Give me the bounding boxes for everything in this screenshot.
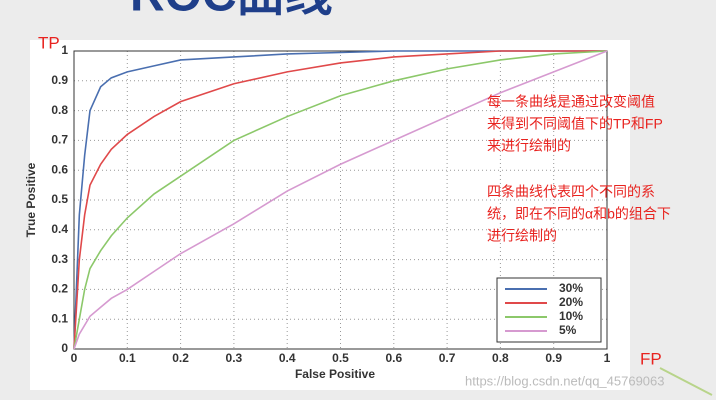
annotation: 统，即在不同的α和b的组合下 (487, 206, 671, 222)
x-tick-label: 0.1 (119, 351, 136, 365)
roc-line (73, 50, 608, 350)
arrow (659, 367, 713, 396)
roc-line (73, 50, 607, 350)
y-tick-label: 0 (61, 341, 68, 355)
roc-line (73, 50, 607, 350)
plot-frame (73, 50, 608, 350)
legend-label: 10% (559, 309, 583, 323)
roc-line (73, 50, 608, 350)
legend-label: 5% (559, 323, 577, 337)
legend-label: 20% (559, 295, 583, 309)
y-tick-label: 0.5 (51, 192, 68, 206)
y-tick-label: 1 (61, 43, 68, 57)
x-marker: FP (640, 349, 662, 368)
x-tick-label: 0.5 (332, 351, 349, 365)
y-marker: TP (38, 33, 60, 52)
y-axis-label: True Positive (24, 162, 38, 237)
annotation: 来得到不同阈值下的TP和FP (487, 116, 663, 132)
x-tick-label: 0.4 (279, 351, 296, 365)
y-tick-label: 0.1 (51, 311, 68, 325)
x-tick-label: 0.2 (172, 351, 189, 365)
y-tick-label: 0.9 (51, 73, 68, 87)
x-tick-label: 0 (71, 351, 78, 365)
annotation: 四条曲线代表四个不同的系 (487, 184, 655, 200)
x-tick-label: 0.7 (439, 351, 456, 365)
y-tick-label: 0.7 (51, 133, 68, 147)
legend-label: 30% (559, 281, 583, 295)
y-tick-label: 0.2 (51, 282, 68, 296)
x-tick-label: 1 (604, 351, 611, 365)
y-tick-label: 0.3 (51, 252, 68, 266)
x-tick-label: 0.3 (226, 351, 243, 365)
chart-title: ROC曲线 (130, 0, 333, 22)
annotation: 进行绘制的 (487, 228, 557, 244)
watermark: https://blog.csdn.net/qq_45769063 (465, 373, 665, 388)
x-axis-label: False Positive (295, 367, 375, 381)
legend-box (496, 277, 602, 343)
y-tick-label: 0.8 (51, 103, 68, 117)
y-tick-label: 0.6 (51, 162, 68, 176)
x-tick-label: 0.8 (492, 351, 509, 365)
annotation: 每一条曲线是通过改变阈值 (487, 94, 655, 110)
x-tick-label: 0.9 (545, 351, 562, 365)
x-tick-label: 0.6 (385, 351, 402, 365)
y-tick-label: 0.4 (51, 222, 68, 236)
annotation: 来进行绘制的 (487, 138, 571, 154)
